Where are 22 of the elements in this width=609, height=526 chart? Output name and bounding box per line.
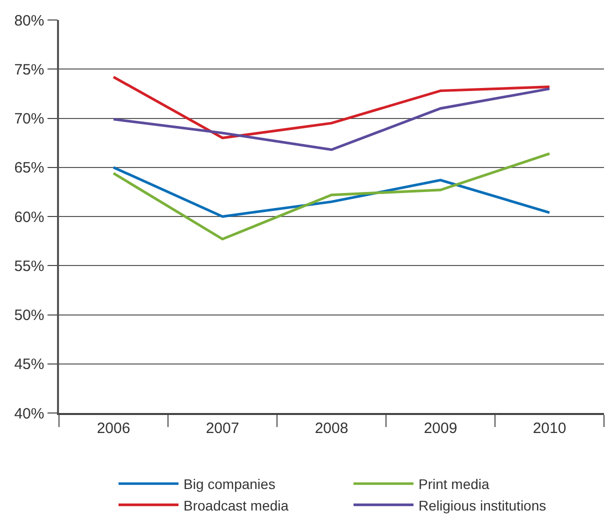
y-tick-label: 45% — [14, 356, 44, 374]
y-tick-label: 50% — [14, 307, 44, 324]
x-tick-label: 2006 — [96, 420, 130, 437]
x-tick-label: 2007 — [206, 420, 240, 437]
y-tick-label: 75% — [14, 61, 44, 78]
legend-label: Religious institutions — [418, 497, 546, 514]
x-tick-label: 2009 — [424, 420, 458, 437]
y-tick-label: 65% — [14, 160, 44, 177]
line-series — [112, 152, 551, 240]
x-tick-label: 2008 — [314, 420, 348, 437]
legend-label: Broadcast media — [184, 497, 289, 514]
line-series — [112, 87, 551, 151]
y-tick-label: 60% — [14, 208, 44, 226]
line-series — [112, 166, 551, 218]
x-tick-label: 2010 — [532, 420, 566, 437]
legend-label: Print media — [418, 476, 490, 492]
y-tick-label: 80% — [14, 12, 44, 30]
y-tick-label: 40% — [14, 405, 44, 422]
y-tick-label: 55% — [14, 258, 44, 275]
legend-label: Big companies — [184, 476, 276, 492]
line-series — [112, 76, 551, 140]
y-tick-label: 70% — [14, 110, 44, 128]
